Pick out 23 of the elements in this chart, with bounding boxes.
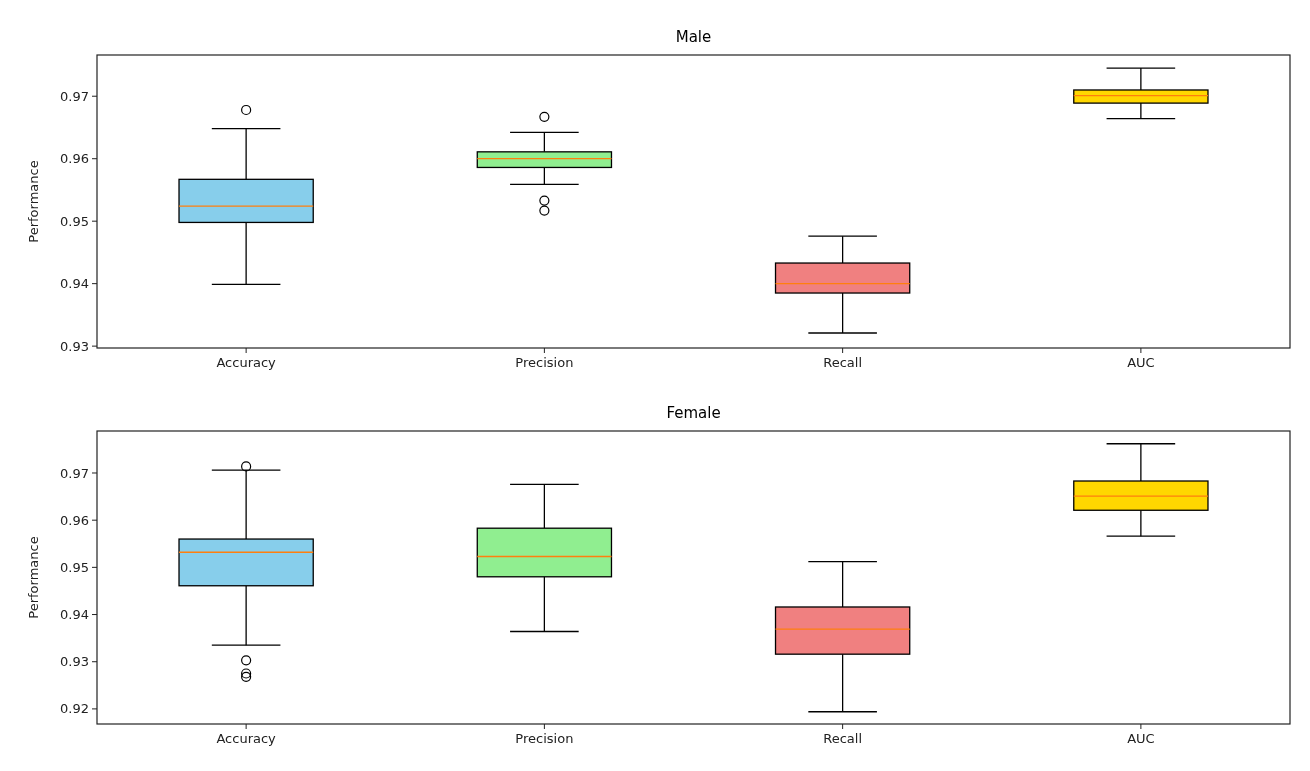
y-tick-label: 0.97	[60, 88, 89, 104]
x-tick-label: Precision	[515, 731, 574, 746]
x-tick-label: AUC	[1127, 731, 1155, 746]
y-tick-label: 0.95	[60, 559, 89, 575]
y-tick-label: 0.94	[60, 276, 89, 292]
y-tick-label: 0.94	[60, 607, 89, 623]
y-tick-label: 0.96	[60, 512, 89, 528]
y-axis-title: Performance	[26, 536, 41, 619]
y-tick-label: 0.97	[60, 465, 89, 481]
x-tick-label: Recall	[823, 355, 863, 370]
x-tick-label: Precision	[515, 355, 574, 370]
chart-title: Male	[675, 28, 712, 46]
chart-title: Female	[666, 404, 721, 422]
y-tick-label: 0.93	[60, 338, 89, 354]
y-tick-label: 0.93	[60, 654, 89, 670]
x-tick-label: Accuracy	[216, 731, 277, 746]
y-axis-title: Performance	[26, 160, 41, 243]
x-tick-label: AUC	[1127, 355, 1155, 370]
y-tick-label: 0.92	[60, 701, 89, 717]
y-tick-label: 0.95	[60, 213, 89, 229]
x-tick-label: Accuracy	[216, 355, 277, 370]
x-tick-label: Recall	[823, 731, 863, 746]
y-tick-label: 0.96	[60, 151, 89, 167]
